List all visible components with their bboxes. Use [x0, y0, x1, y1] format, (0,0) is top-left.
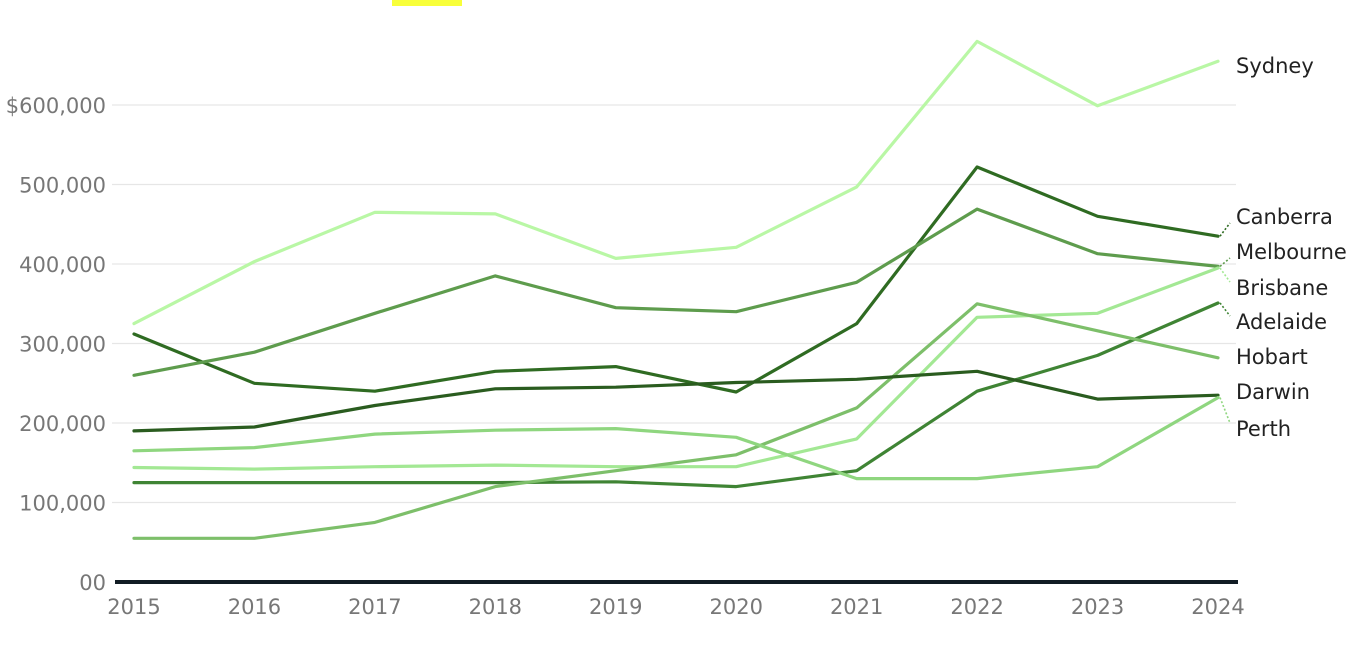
series-label-adelaide: Adelaide [1236, 310, 1327, 334]
label-leader-line [1219, 397, 1231, 424]
series-label-brisbane: Brisbane [1236, 276, 1328, 300]
y-tick-label: 300,000 [19, 333, 106, 357]
y-tick-label: 00 [79, 571, 106, 595]
series-label-canberra: Canberra [1236, 205, 1333, 229]
x-tick-label: 2020 [709, 595, 762, 619]
series-line-darwin [132, 369, 1220, 433]
x-tick-label: 2015 [107, 595, 160, 619]
series-lines [132, 39, 1220, 540]
x-tick-label: 2016 [228, 595, 281, 619]
series-label-sydney: Sydney [1236, 54, 1314, 78]
series-line-brisbane [132, 266, 1220, 471]
x-tick-label: 2023 [1071, 595, 1124, 619]
label-leader-line [1219, 257, 1231, 267]
series-line-melbourne [132, 207, 1220, 377]
x-tick-label: 2024 [1191, 595, 1244, 619]
x-axis: 2015 2016 2017 2018 2019 2020 2021 2022 2023 2024 [107, 580, 1245, 619]
series-labels: Sydney Canberra Melbourne Brisbane Adelaide H… [1219, 54, 1347, 441]
chart-title-area [392, 0, 462, 6]
y-axis: 00 100,000 200,000 300,000 400,000 500,000 $60… [6, 94, 106, 595]
series-line-sydney [132, 39, 1220, 326]
x-tick-label: 2022 [950, 595, 1003, 619]
y-tick-label: 200,000 [19, 412, 106, 436]
label-leader-line [1219, 302, 1231, 317]
series-line-adelaide [132, 301, 1220, 489]
series-label-darwin: Darwin [1236, 380, 1310, 404]
y-tick-label: $600,000 [6, 94, 106, 118]
series-line-hobart [132, 302, 1220, 540]
title-highlight [392, 0, 462, 6]
x-tick-label: 2021 [830, 595, 883, 619]
y-tick-label: 100,000 [19, 492, 106, 516]
label-leader-line [1219, 222, 1231, 237]
series-line-canberra [132, 165, 1220, 394]
series-label-perth: Perth [1236, 417, 1291, 441]
y-tick-label: 400,000 [19, 253, 106, 277]
series-label-melbourne: Melbourne [1236, 240, 1347, 264]
x-tick-label: 2018 [469, 595, 522, 619]
series-line-perth [132, 396, 1220, 481]
x-tick-label: 2017 [348, 595, 401, 619]
x-tick-label: 2019 [589, 595, 642, 619]
gridlines [112, 104, 1236, 504]
y-tick-label: 500,000 [19, 174, 106, 198]
label-leader-line [1219, 267, 1231, 283]
series-label-hobart: Hobart [1236, 345, 1308, 369]
